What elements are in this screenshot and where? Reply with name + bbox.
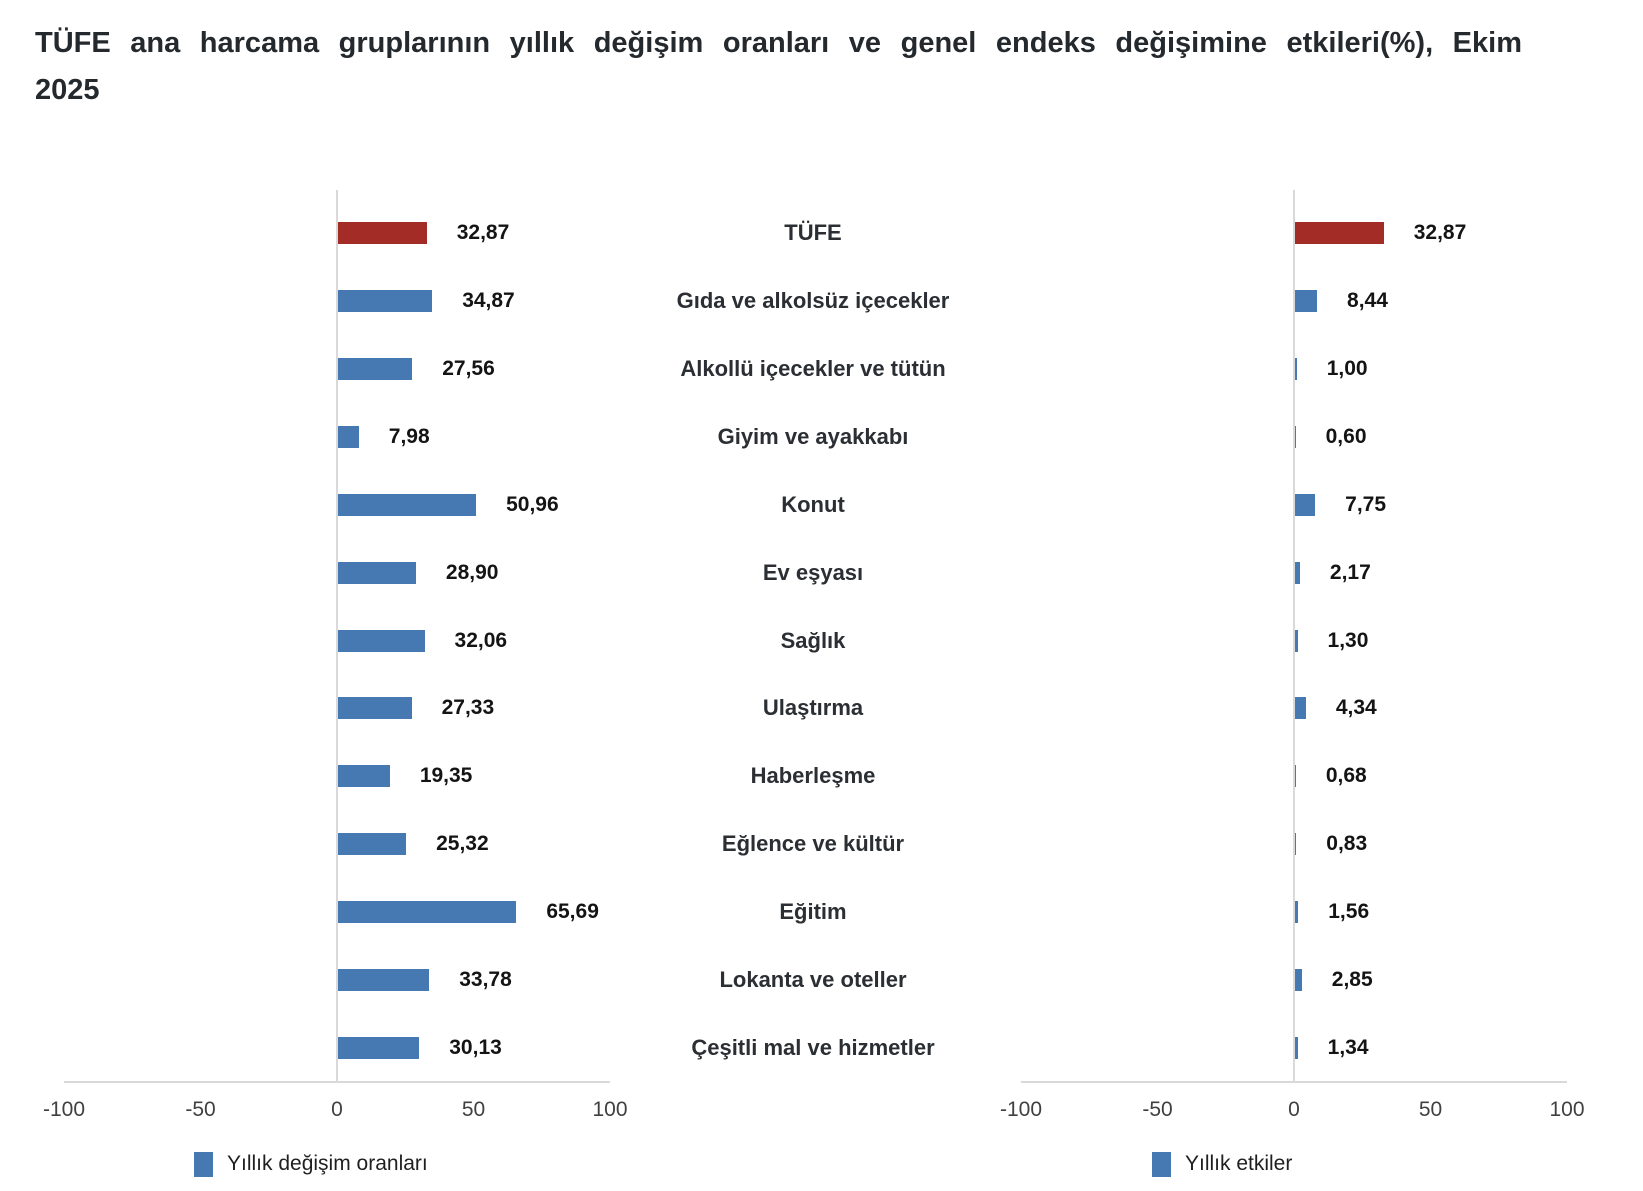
bar-value-label: 0,83 xyxy=(1326,832,1368,856)
bar-value-label: 7,98 xyxy=(388,424,430,448)
bar-value-label: 7,75 xyxy=(1345,492,1387,516)
legend-swatch-blue-icon xyxy=(1152,1151,1171,1177)
bar-value-label: 27,56 xyxy=(442,356,495,380)
category-label: Haberleşme xyxy=(750,763,876,789)
bar-annual-change-rate xyxy=(337,765,390,788)
bar-annual-effect xyxy=(1294,901,1299,924)
left-axis-zero-line xyxy=(336,190,338,1081)
category-label: Konut xyxy=(781,491,845,517)
bar-annual-change-rate xyxy=(337,289,433,312)
bar-annual-change-rate xyxy=(337,222,427,244)
category-label: Eğlence ve kültür xyxy=(721,831,905,857)
chart-title-line1: TÜFE ana harcama gruplarının yıllık deği… xyxy=(35,27,1522,59)
bar-annual-effect xyxy=(1294,289,1318,312)
legend-label-annual-change-rates: Yıllık değişim oranları xyxy=(227,1152,428,1175)
left-axis-tick-label: -100 xyxy=(42,1098,86,1121)
bar-value-label: 1,34 xyxy=(1327,1036,1369,1060)
category-label: Ulaştırma xyxy=(762,695,864,721)
bar-annual-effect xyxy=(1294,1037,1298,1060)
bar-value-label: 33,78 xyxy=(459,968,512,992)
right-axis-zero-line xyxy=(1293,190,1295,1081)
right-axis-tick-label: 0 xyxy=(1288,1098,1300,1121)
bar-annual-change-rate xyxy=(337,969,430,992)
bar-value-label: 28,90 xyxy=(445,560,499,584)
chart-title-line2: 2025 xyxy=(35,74,100,106)
left-axis-tick-label: 0 xyxy=(331,1098,343,1121)
bar-annual-effect xyxy=(1294,629,1298,652)
bar-value-label: 30,13 xyxy=(449,1036,502,1060)
right-axis-tick-label: -100 xyxy=(999,1098,1043,1121)
bar-value-label: 27,33 xyxy=(441,696,495,720)
bar-annual-change-rate xyxy=(337,629,425,652)
category-label: Alkollü içecekler ve tütün xyxy=(680,355,946,381)
left-axis-tick-label: 50 xyxy=(461,1098,486,1121)
bar-annual-change-rate xyxy=(337,697,412,720)
category-label: Lokanta ve oteller xyxy=(719,967,907,993)
bar-value-label: 32,06 xyxy=(454,628,508,652)
category-label: TÜFE xyxy=(784,220,842,245)
bar-value-label: 2,17 xyxy=(1329,560,1371,584)
left-axis-tick-label: 100 xyxy=(592,1098,628,1121)
category-label: Giyim ve ayakkabı xyxy=(717,423,909,449)
bar-value-label: 65,69 xyxy=(546,900,599,924)
bar-annual-effect xyxy=(1294,357,1297,380)
bar-value-label: 0,68 xyxy=(1325,764,1367,788)
left-axis-baseline xyxy=(64,1081,610,1083)
bar-annual-change-rate xyxy=(337,561,416,584)
left-axis-tick-label: -50 xyxy=(185,1098,216,1121)
bar-value-label: 32,87 xyxy=(456,221,510,244)
right-axis-tick-label: 50 xyxy=(1418,1098,1443,1121)
bar-annual-change-rate xyxy=(337,901,517,924)
bar-value-label: 8,44 xyxy=(1347,288,1388,312)
bar-value-label: 25,32 xyxy=(436,832,489,856)
bar-annual-effect xyxy=(1294,222,1384,244)
bar-value-label: 34,87 xyxy=(462,288,515,312)
legend-label-annual-effects: Yıllık etkiler xyxy=(1185,1152,1293,1175)
bar-value-label: 19,35 xyxy=(419,764,473,788)
category-label: Ev eşyası xyxy=(762,559,864,585)
bar-annual-effect xyxy=(1294,969,1302,992)
bar-annual-effect xyxy=(1294,493,1316,516)
category-label: Gıda ve alkolsüz içecekler xyxy=(676,287,950,313)
legend-annual-effects: Yıllık etkiler xyxy=(1152,1150,1292,1178)
category-label: Eğitim xyxy=(779,899,847,925)
right-axis-tick-label: -50 xyxy=(1142,1098,1173,1121)
bar-annual-change-rate xyxy=(337,1037,420,1060)
legend-swatch-blue-icon xyxy=(194,1151,213,1177)
right-axis-baseline xyxy=(1021,1081,1567,1083)
bar-annual-change-rate xyxy=(337,493,477,516)
bar-annual-effect xyxy=(1294,697,1306,720)
bar-value-label: 1,56 xyxy=(1328,900,1370,924)
bar-value-label: 4,34 xyxy=(1335,696,1377,720)
bar-annual-change-rate xyxy=(337,833,407,856)
chart-title: TÜFE ana harcama gruplarının yıllık deği… xyxy=(35,20,1522,114)
category-label: Çeşitli mal ve hizmetler xyxy=(691,1035,935,1061)
bar-value-label: 1,00 xyxy=(1326,356,1368,380)
right-axis-tick-label: 100 xyxy=(1549,1098,1585,1121)
bar-annual-effect xyxy=(1294,561,1300,584)
bar-annual-change-rate xyxy=(337,357,413,380)
category-label: Sağlık xyxy=(780,627,846,653)
bar-value-label: 0,60 xyxy=(1325,424,1367,448)
bar-value-label: 32,87 xyxy=(1413,221,1467,244)
bar-annual-change-rate xyxy=(337,425,359,448)
legend-annual-change-rates: Yıllık değişim oranları xyxy=(194,1150,428,1178)
bar-value-label: 2,85 xyxy=(1331,968,1373,992)
bar-annual-effect xyxy=(1294,833,1297,856)
bar-value-label: 1,30 xyxy=(1327,628,1369,652)
bar-value-label: 50,96 xyxy=(506,492,559,516)
